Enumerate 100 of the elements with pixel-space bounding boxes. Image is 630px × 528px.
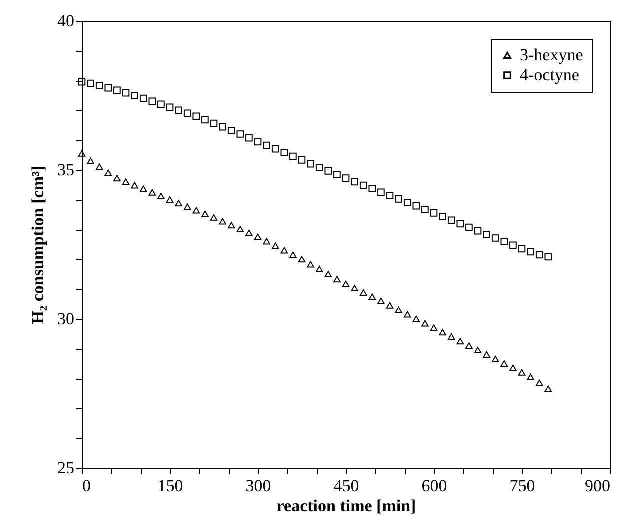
point [360,290,368,296]
point [236,226,244,233]
point [342,280,350,288]
point [386,302,394,309]
x-tick-label: 300 [246,476,272,496]
point [342,174,350,182]
point [439,213,446,220]
point [316,266,324,272]
point [334,276,341,283]
point [430,324,438,332]
point [96,82,104,90]
point [324,168,332,175]
point [536,380,544,386]
point [492,234,500,242]
point [395,306,402,314]
point [78,150,86,157]
point [219,123,226,131]
point [527,248,534,256]
point [518,369,526,376]
point [210,214,218,221]
point [228,222,236,229]
point [280,149,288,156]
point [422,206,429,214]
point [307,261,314,268]
point [166,196,174,204]
point [246,230,253,236]
point [228,127,236,134]
point [280,247,288,254]
point [500,360,508,367]
point [122,178,130,186]
point [456,338,464,345]
point [536,251,544,259]
point [395,196,402,203]
x-tick-label: 450 [334,476,360,496]
point [351,285,358,292]
y-tick-label: 35 [58,160,74,180]
point [175,200,182,207]
point [184,110,192,118]
point [448,216,456,224]
y-tick-label: 40 [58,12,74,30]
legend-label: 4-octyne [520,66,580,84]
x-tick-label: 150 [158,476,184,496]
point [544,253,552,261]
x-tick-label: 750 [510,476,536,496]
point [140,94,148,102]
point [254,138,262,146]
point [192,207,200,214]
point [466,224,473,232]
point [439,329,446,336]
point [544,386,552,392]
point [474,227,482,235]
point [290,252,297,258]
point [474,347,482,354]
point [87,80,94,88]
x-tick-label: 0 [82,476,91,496]
x-tick-label: 600 [422,476,448,496]
point [114,86,121,94]
point [272,242,280,250]
point [307,160,314,168]
point [527,374,534,380]
y-axis-title: H₂ consumption [cm³] [28,166,48,324]
point [148,98,156,106]
point [422,320,429,327]
y-tick-label: 25 [58,458,74,478]
point [263,238,270,245]
point [254,234,262,240]
point [430,210,438,217]
point [316,164,324,172]
point [122,89,130,97]
point [351,178,358,186]
point [104,170,112,176]
point [334,171,341,178]
point [360,182,368,190]
point [96,164,104,170]
point [290,152,297,160]
legend-label: 3-hexyne [520,46,584,64]
point [158,192,165,200]
point [87,158,94,164]
point [184,204,192,210]
point [298,156,306,164]
point [324,271,332,278]
point [104,84,112,92]
point [148,189,156,196]
point [500,238,508,246]
point [202,210,209,218]
point [192,112,200,120]
point [386,192,394,200]
point [246,134,253,142]
point [483,352,490,358]
point [175,106,182,114]
point [448,334,456,340]
point [404,311,412,318]
point [298,256,306,263]
point [492,356,500,362]
point [466,342,473,350]
point [140,186,148,192]
point [263,142,270,150]
point [378,298,385,304]
point [378,188,385,196]
point [412,316,420,322]
